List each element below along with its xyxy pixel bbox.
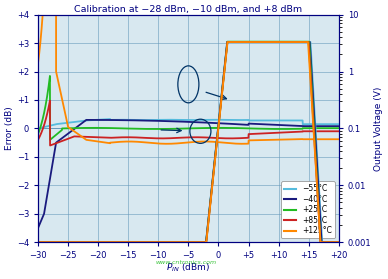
Title: Calibration at −28 dBm, −10 dBm, and +8 dBm: Calibration at −28 dBm, −10 dBm, and +8 …	[74, 5, 302, 14]
Y-axis label: Output Voltage (V): Output Voltage (V)	[374, 86, 383, 171]
Y-axis label: Error (dB): Error (dB)	[5, 107, 14, 150]
Text: www.cntronics.com: www.cntronics.com	[156, 260, 217, 265]
Legend: −55°C, −40°C, +25°C, +85°C, +125°C: −55°C, −40°C, +25°C, +85°C, +125°C	[281, 181, 335, 238]
X-axis label: $P_{IN}$ (dBm): $P_{IN}$ (dBm)	[166, 262, 210, 274]
